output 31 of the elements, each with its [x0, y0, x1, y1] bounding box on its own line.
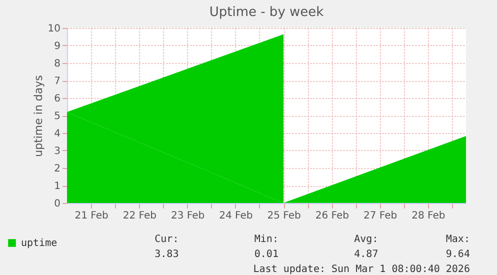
chart-title: Uptime - by week	[209, 5, 324, 20]
x-tick-label: 21 Feb	[74, 210, 108, 222]
text: Avg:	[354, 234, 378, 245]
y-tick-label: 2	[54, 164, 60, 174]
text: 4.87	[354, 249, 378, 260]
x-tick-label: 26 Feb	[315, 210, 349, 222]
text: Min:	[254, 234, 278, 245]
y-tick-label: 9	[54, 41, 60, 52]
y-tick-label: 3	[54, 146, 60, 157]
y-tick-label: 10	[48, 24, 60, 34]
y-tick-label: 7	[54, 76, 60, 87]
y-tick-label: 1	[54, 181, 60, 192]
x-tick-label: 25 Feb	[267, 210, 301, 222]
text: 0.01	[254, 249, 278, 260]
text: 9.64	[446, 249, 470, 260]
y-axis-title: uptime in days	[32, 74, 45, 157]
text: 3.83	[154, 249, 179, 260]
text: Max:	[446, 234, 470, 245]
x-tick-label: 23 Feb	[170, 210, 205, 222]
text: Last update: Sun Mar 1 08:00:40 2026	[253, 264, 470, 275]
x-tick-label: 28 Feb	[412, 210, 446, 222]
y-tick-label: 0	[54, 198, 60, 210]
text: Cur:	[154, 234, 179, 245]
y-tick-label: 6	[54, 94, 60, 104]
legend-label: uptime	[21, 238, 58, 249]
y-tick-label: 8	[54, 58, 60, 70]
y-tick-label: 5	[54, 111, 60, 122]
x-tick-label: 24 Feb	[219, 210, 253, 222]
x-tick-label: 27 Feb	[363, 210, 398, 222]
y-tick-label: 4	[54, 128, 60, 140]
x-tick-label: 22 Feb	[122, 210, 156, 222]
